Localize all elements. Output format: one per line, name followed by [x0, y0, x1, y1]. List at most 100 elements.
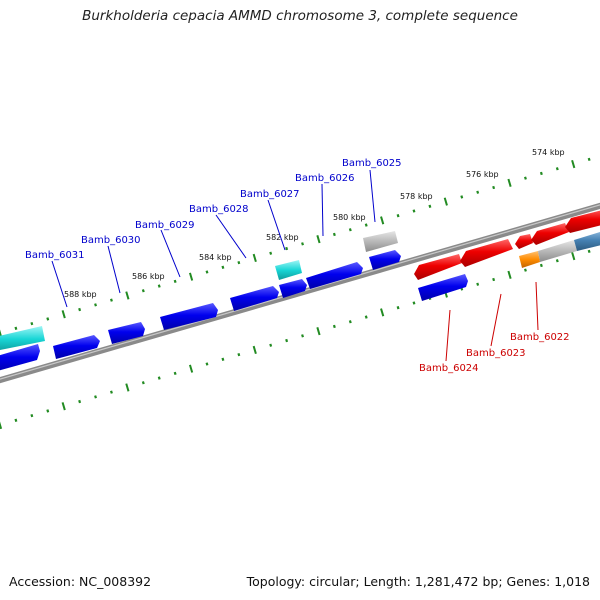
kbp-label: 586 kbp	[132, 272, 165, 281]
major-tick	[0, 421, 3, 430]
feature-steelblue[interactable]	[574, 229, 600, 251]
major-tick	[507, 270, 512, 279]
minor-tick	[348, 320, 352, 324]
minor-tick	[332, 324, 336, 329]
leader-bamb-6023	[490, 293, 502, 347]
label-leaders	[51, 169, 539, 362]
gene-forward[interactable]	[306, 262, 363, 289]
minor-tick	[492, 185, 496, 190]
minor-tick	[364, 315, 368, 319]
other-features	[0, 229, 600, 352]
gene-forward[interactable]	[369, 250, 401, 270]
gene-reverse[interactable]	[515, 234, 533, 249]
minor-tick	[46, 409, 50, 413]
minor-tick	[269, 343, 273, 347]
minor-tick	[301, 242, 304, 246]
minor-tick	[524, 176, 527, 180]
kbp-label: 574 kbp	[532, 148, 565, 157]
kbp-label: 580 kbp	[333, 213, 366, 222]
gene-forward[interactable]	[0, 344, 40, 373]
gene-label-bamb-6022[interactable]: Bamb_6022	[510, 332, 570, 343]
minor-tick	[555, 167, 559, 171]
feature-grey-2[interactable]	[538, 240, 577, 262]
gene-label-bamb-6028[interactable]: Bamb_6028	[189, 204, 249, 215]
major-tick	[571, 159, 576, 169]
leader-bamb-6028	[215, 214, 247, 259]
gene-label-bamb-6025[interactable]: Bamb_6025	[342, 158, 402, 169]
minor-tick	[157, 284, 161, 288]
minor-tick	[492, 277, 496, 282]
minor-tick	[269, 251, 273, 255]
gene-reverse[interactable]	[460, 239, 513, 267]
major-tick	[125, 291, 130, 300]
gene-label-bamb-6029[interactable]: Bamb_6029	[135, 220, 195, 231]
gene-reverse[interactable]	[565, 208, 600, 233]
minor-tick	[237, 260, 241, 265]
kbp-label: 578 kbp	[400, 192, 433, 201]
major-tick	[316, 327, 321, 336]
leader-bamb-6025	[369, 169, 376, 223]
major-tick	[380, 216, 385, 225]
minor-tick	[110, 298, 113, 302]
gene-label-bamb-6027[interactable]: Bamb_6027	[240, 189, 300, 200]
major-tick	[61, 402, 66, 411]
leader-bamb-6027	[267, 199, 286, 251]
minor-tick	[476, 282, 480, 286]
minor-tick	[396, 306, 400, 310]
map-title: Burkholderia cepacia AMMD chromosome 3, …	[82, 8, 518, 24]
minor-tick	[14, 418, 18, 422]
outer-tick-ring	[0, 157, 591, 338]
leader-bamb-6030	[107, 245, 121, 294]
minor-tick	[173, 371, 177, 376]
major-tick	[61, 310, 66, 319]
reverse-genes	[414, 208, 600, 280]
minor-tick	[555, 259, 559, 263]
kbp-labels: 574 kbp 576 kbp 578 kbp 580 kbp 582 kbp …	[64, 148, 565, 299]
major-tick	[252, 345, 257, 355]
gene-forward[interactable]	[279, 279, 307, 298]
feature-orange[interactable]	[519, 251, 540, 268]
minor-tick	[285, 246, 289, 251]
gene-forward[interactable]	[230, 286, 279, 311]
gene-reverse[interactable]	[414, 254, 462, 280]
kbp-label: 582 kbp	[266, 233, 299, 242]
minor-tick	[428, 204, 432, 208]
feature-cyan-left[interactable]	[0, 326, 45, 352]
minor-tick	[476, 190, 480, 194]
gene-forward[interactable]	[108, 322, 145, 344]
minor-tick	[46, 317, 50, 321]
minor-tick	[94, 395, 97, 399]
leader-bamb-6024	[445, 309, 451, 362]
gene-label-bamb-6030[interactable]: Bamb_6030	[81, 235, 141, 246]
feature-cyan[interactable]	[275, 260, 302, 280]
minor-tick	[524, 268, 527, 272]
gene-label-bamb-6031[interactable]: Bamb_6031	[25, 250, 85, 261]
minor-tick	[173, 279, 177, 284]
topology-text: Topology: circular; Length: 1,281,472 bp…	[246, 574, 590, 589]
gene-forward[interactable]	[418, 274, 468, 301]
minor-tick	[78, 399, 82, 404]
minor-tick	[285, 338, 289, 343]
minor-tick	[221, 265, 225, 269]
gene-reverse[interactable]	[531, 223, 569, 245]
minor-tick	[364, 223, 368, 227]
minor-tick	[141, 289, 145, 293]
gene-label-bamb-6023[interactable]: Bamb_6023	[466, 348, 526, 359]
gene-forward[interactable]	[160, 303, 218, 330]
gene-labels: Bamb_6025 Bamb_6026 Bamb_6027 Bamb_6028 …	[25, 158, 570, 374]
major-tick	[443, 197, 448, 206]
feature-grey[interactable]	[363, 231, 398, 252]
gene-label-bamb-6024[interactable]: Bamb_6024	[419, 363, 479, 374]
minor-tick	[141, 381, 145, 385]
minor-tick	[348, 228, 352, 232]
minor-tick	[587, 249, 591, 254]
gene-label-bamb-6026[interactable]: Bamb_6026	[295, 173, 355, 184]
leader-bamb-6022	[535, 281, 539, 331]
minor-tick	[30, 413, 34, 418]
forward-genes	[0, 250, 468, 373]
gene-forward[interactable]	[53, 335, 100, 359]
minor-tick	[221, 357, 225, 361]
minor-tick	[205, 270, 209, 274]
major-tick	[125, 383, 130, 392]
